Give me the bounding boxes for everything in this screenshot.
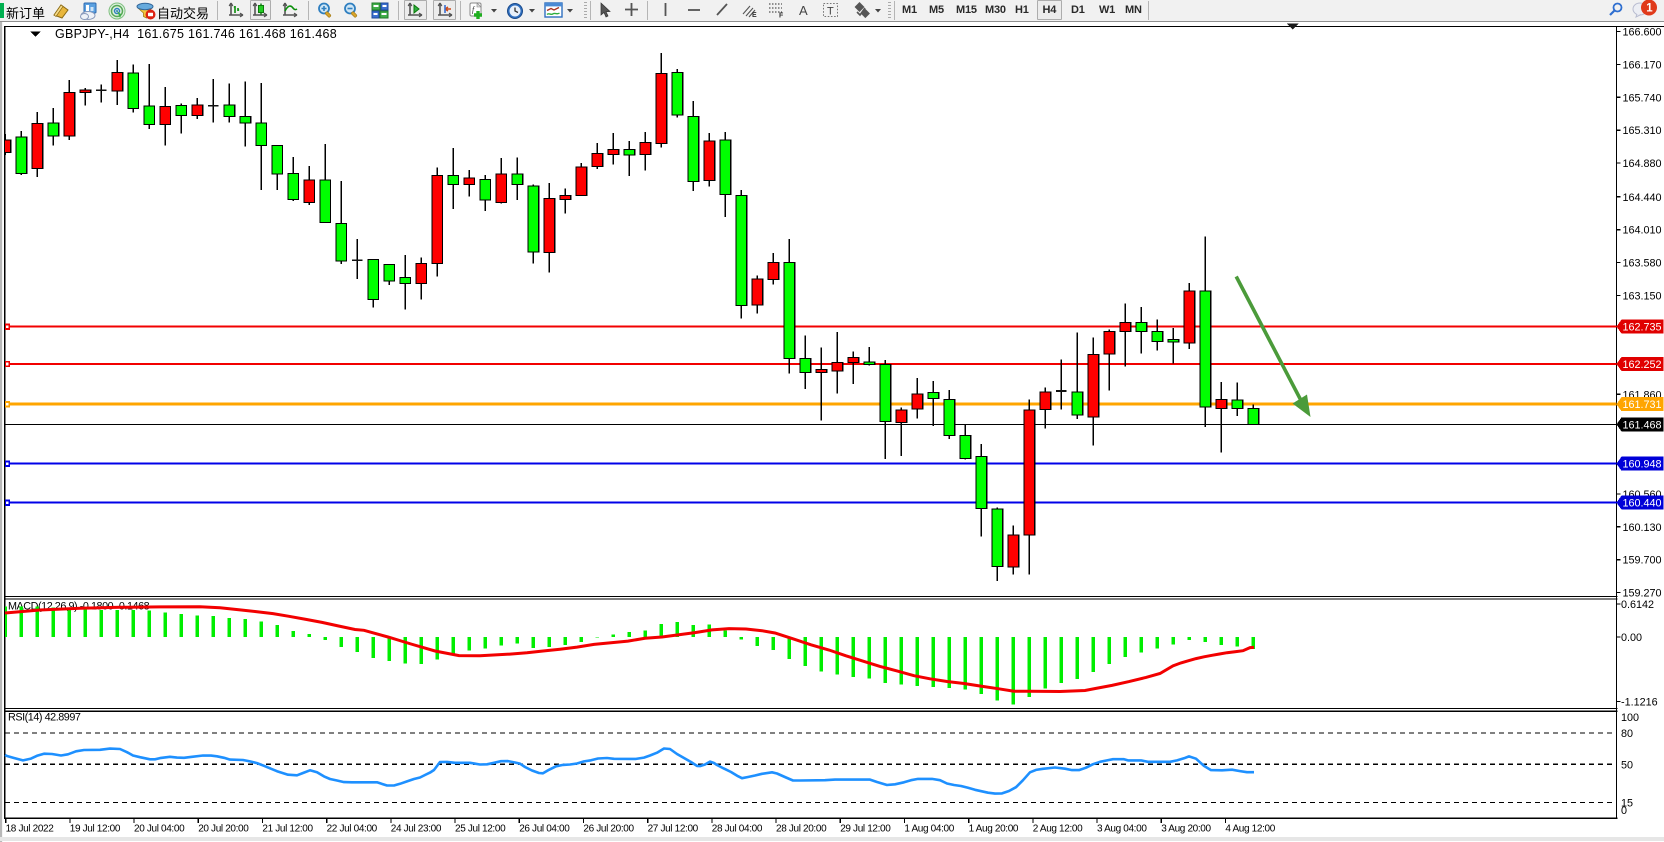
svg-text:19 Jul 12:00: 19 Jul 12:00 — [70, 824, 121, 835]
svg-text:164.880: 164.880 — [1623, 158, 1662, 170]
svg-text:20 Jul 04:00: 20 Jul 04:00 — [134, 824, 185, 835]
svg-text:f: f — [472, 5, 476, 14]
svg-text:21 Jul 12:00: 21 Jul 12:00 — [262, 824, 313, 835]
svg-text:26 Jul 04:00: 26 Jul 04:00 — [519, 824, 570, 835]
svg-text:50: 50 — [1621, 759, 1633, 771]
svg-text:E: E — [752, 12, 757, 18]
svg-text:162.735: 162.735 — [1623, 322, 1662, 334]
svg-text:100: 100 — [1621, 712, 1639, 724]
svg-text:164.010: 164.010 — [1623, 225, 1662, 237]
svg-text:160.130: 160.130 — [1623, 522, 1662, 534]
svg-text:159.700: 159.700 — [1623, 555, 1662, 567]
svg-text:1 Aug 20:00: 1 Aug 20:00 — [969, 824, 1019, 835]
svg-text:22 Jul 04:00: 22 Jul 04:00 — [327, 824, 378, 835]
svg-text:3 Aug 20:00: 3 Aug 20:00 — [1161, 824, 1211, 835]
svg-text:165.740: 165.740 — [1623, 92, 1662, 104]
svg-text:0.00: 0.00 — [1621, 632, 1642, 644]
svg-text:166.170: 166.170 — [1623, 59, 1662, 71]
svg-text:0: 0 — [1621, 805, 1627, 817]
svg-text:24 Jul 23:00: 24 Jul 23:00 — [391, 824, 442, 835]
svg-text:-1.1216: -1.1216 — [1621, 696, 1658, 708]
svg-text:161.468: 161.468 — [1623, 419, 1662, 431]
svg-text:F: F — [779, 13, 784, 19]
svg-text:4 Aug 12:00: 4 Aug 12:00 — [1225, 824, 1275, 835]
svg-text:164.440: 164.440 — [1623, 192, 1662, 204]
svg-text:27 Jul 12:00: 27 Jul 12:00 — [648, 824, 699, 835]
svg-text:165.310: 165.310 — [1623, 125, 1662, 137]
svg-text:161.731: 161.731 — [1623, 399, 1662, 411]
svg-text:0.6142: 0.6142 — [1621, 599, 1654, 611]
svg-text:1 Aug 04:00: 1 Aug 04:00 — [904, 824, 954, 835]
svg-text:26 Jul 20:00: 26 Jul 20:00 — [583, 824, 634, 835]
svg-text:15: 15 — [1621, 797, 1633, 809]
svg-text:160.440: 160.440 — [1623, 498, 1662, 510]
svg-text:1: 1 — [1646, 3, 1653, 15]
svg-text:28 Jul 04:00: 28 Jul 04:00 — [712, 824, 763, 835]
svg-text:T: T — [827, 6, 834, 18]
svg-text:3 Aug 04:00: 3 Aug 04:00 — [1097, 824, 1147, 835]
svg-text:159.270: 159.270 — [1623, 588, 1662, 600]
svg-text:166.600: 166.600 — [1623, 27, 1662, 39]
svg-text:18 Jul 2022: 18 Jul 2022 — [6, 824, 55, 835]
svg-text:2 Aug 12:00: 2 Aug 12:00 — [1033, 824, 1083, 835]
svg-text:GBPJPY-,H4 161.675 161.746 16: GBPJPY-,H4 161.675 161.746 161.468 161.4… — [55, 27, 337, 41]
svg-text:28 Jul 20:00: 28 Jul 20:00 — [776, 824, 827, 835]
svg-text:163.580: 163.580 — [1623, 258, 1662, 270]
svg-text:162.252: 162.252 — [1623, 359, 1662, 371]
svg-text:160.948: 160.948 — [1623, 459, 1662, 471]
svg-text:29 Jul 12:00: 29 Jul 12:00 — [840, 824, 891, 835]
svg-text:20 Jul 20:00: 20 Jul 20:00 — [198, 824, 249, 835]
svg-text:25 Jul 12:00: 25 Jul 12:00 — [455, 824, 506, 835]
svg-text:163.150: 163.150 — [1623, 291, 1662, 303]
svg-text:80: 80 — [1621, 728, 1633, 740]
svg-text:RSI(14) 42.8997: RSI(14) 42.8997 — [8, 712, 81, 724]
